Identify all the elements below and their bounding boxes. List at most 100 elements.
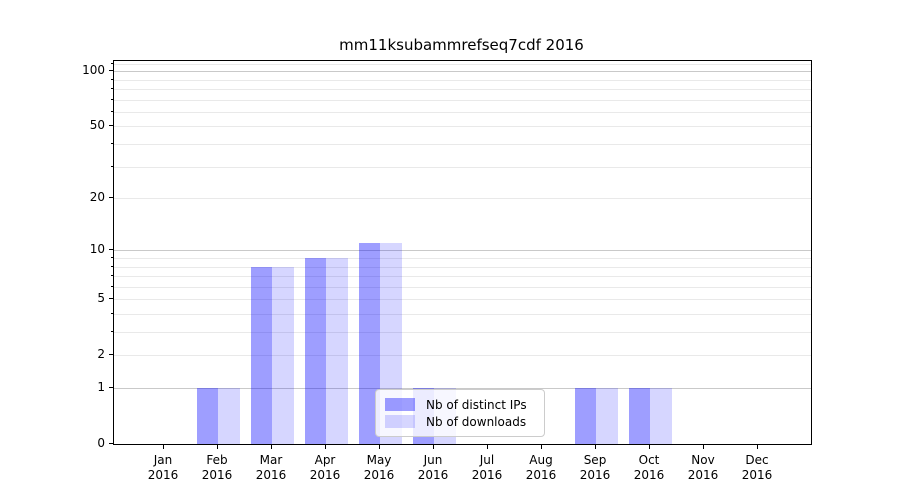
- bar-feb-distinct-ips: [196, 388, 218, 444]
- bar-sep-distinct-ips: [574, 388, 596, 444]
- y-minor-tick-40: [110, 143, 113, 145]
- bar-oct-downloads: [650, 388, 672, 444]
- y-tick-0: [108, 443, 113, 444]
- x-tick-mar: [271, 444, 272, 449]
- y-tick-label-0: 0: [97, 436, 105, 450]
- x-label-month-jul: Jul: [479, 453, 495, 467]
- bar-apr-downloads: [326, 258, 348, 444]
- y-tick-label-1: 1: [97, 380, 105, 394]
- bar-mar-distinct-ips: [250, 266, 272, 444]
- x-label-year-dec: 2016: [741, 468, 773, 482]
- x-label-year-feb: 2016: [201, 468, 233, 482]
- x-label-year-apr: 2016: [309, 468, 341, 482]
- x-tick-label-jun: Jun 2016: [406, 453, 460, 483]
- y-tick-50: [108, 125, 113, 127]
- bar-oct-distinct-ips: [628, 388, 650, 444]
- y-tick-20: [108, 197, 113, 199]
- x-tick-jan: [163, 444, 164, 449]
- x-tick-aug: [541, 444, 542, 449]
- y-tick-label-10: 10: [89, 242, 105, 257]
- gridline-y-5: [114, 299, 811, 301]
- gridline-y-2: [114, 355, 811, 357]
- bar-feb-downloads: [218, 388, 240, 444]
- x-tick-label-oct: Oct 2016: [622, 453, 676, 483]
- y-minor-tick-6: [110, 285, 113, 287]
- gridline-y-6: [114, 286, 811, 288]
- gridline-y-8: [114, 266, 811, 268]
- x-label-year-jun: 2016: [417, 468, 449, 482]
- y-minor-tick-9: [110, 257, 113, 258]
- x-tick-label-apr: Apr 2016: [298, 453, 352, 483]
- y-tick-1: [108, 387, 113, 388]
- gridline-y-10: [114, 250, 811, 252]
- x-label-month-may: May: [366, 453, 392, 467]
- y-minor-tick-7: [110, 275, 113, 277]
- gridline-y-60: [114, 111, 811, 113]
- x-label-year-oct: 2016: [633, 468, 665, 482]
- y-minor-tick-110: [110, 62, 113, 64]
- x-label-month-mar: Mar: [259, 453, 283, 467]
- chart-title: mm11ksubammrefseq7cdf 2016: [339, 36, 584, 54]
- x-tick-label-jan: Jan 2016: [136, 453, 190, 483]
- y-minor-tick-80: [110, 88, 113, 90]
- gridline-y-1: [114, 388, 811, 389]
- gridline-y-20: [114, 198, 811, 200]
- x-label-year-mar: 2016: [255, 468, 287, 482]
- legend-entry-downloads: Nb of downloads: [385, 414, 535, 429]
- x-tick-label-jul: Jul 2016: [460, 453, 514, 483]
- y-tick-100: [108, 70, 113, 72]
- gridline-y-3: [114, 332, 811, 334]
- x-tick-jun: [433, 444, 434, 449]
- gridline-y-4: [114, 313, 811, 315]
- x-tick-sep: [595, 444, 596, 449]
- gridline-y-7: [114, 276, 811, 278]
- gridline-y-50: [114, 126, 811, 128]
- x-tick-feb: [217, 444, 218, 449]
- legend: Nb of distinct IPs Nb of downloads: [375, 389, 545, 437]
- y-minor-tick-90: [110, 78, 113, 80]
- gridline-y-90: [114, 79, 811, 81]
- x-tick-label-dec: Dec 2016: [730, 453, 784, 483]
- x-label-month-aug: Aug: [529, 453, 553, 467]
- y-tick-label-2: 2: [97, 347, 105, 362]
- x-label-month-dec: Dec: [745, 453, 769, 467]
- x-tick-label-sep: Sep 2016: [568, 453, 622, 483]
- gridline-y-30: [114, 166, 811, 168]
- y-minor-tick-4: [110, 312, 113, 314]
- y-minor-tick-60: [110, 110, 113, 112]
- x-label-year-may: 2016: [363, 468, 395, 482]
- y-tick-label-20: 20: [89, 190, 105, 205]
- y-tick-10: [108, 249, 113, 251]
- x-tick-label-aug: Aug 2016: [514, 453, 568, 483]
- y-tick-label-50: 50: [89, 118, 105, 133]
- x-label-month-oct: Oct: [638, 453, 660, 467]
- x-tick-label-may: May 2016: [352, 453, 406, 483]
- x-label-month-nov: Nov: [691, 453, 715, 467]
- legend-swatch-icon-downloads: [385, 415, 415, 428]
- bar-mar-downloads: [272, 266, 294, 444]
- x-tick-oct: [649, 444, 650, 449]
- x-label-month-jun: Jun: [423, 453, 443, 467]
- y-minor-tick-8: [110, 265, 113, 267]
- y-tick-2: [108, 354, 113, 356]
- x-label-month-jan: Jan: [153, 453, 173, 467]
- gridline-y-80: [114, 89, 811, 91]
- x-tick-may: [379, 444, 380, 449]
- x-label-year-jul: 2016: [471, 468, 503, 482]
- y-minor-tick-30: [110, 165, 113, 167]
- x-label-year-nov: 2016: [687, 468, 719, 482]
- x-tick-dec: [757, 444, 758, 449]
- y-minor-tick-3: [110, 331, 113, 333]
- legend-label-distinct-ips: Nb of distinct IPs: [426, 397, 527, 412]
- x-tick-jul: [487, 444, 488, 449]
- x-tick-label-mar: Mar 2016: [244, 453, 298, 483]
- bar-apr-distinct-ips: [304, 258, 326, 444]
- y-minor-tick-70: [110, 98, 113, 100]
- legend-swatch-icon-distinct-ips: [385, 398, 415, 411]
- x-label-month-apr: Apr: [314, 453, 336, 467]
- x-label-month-feb: Feb: [206, 453, 228, 467]
- x-tick-label-nov: Nov 2016: [676, 453, 730, 483]
- gridline-y-100: [114, 71, 811, 73]
- gridline-y-110: [114, 63, 811, 65]
